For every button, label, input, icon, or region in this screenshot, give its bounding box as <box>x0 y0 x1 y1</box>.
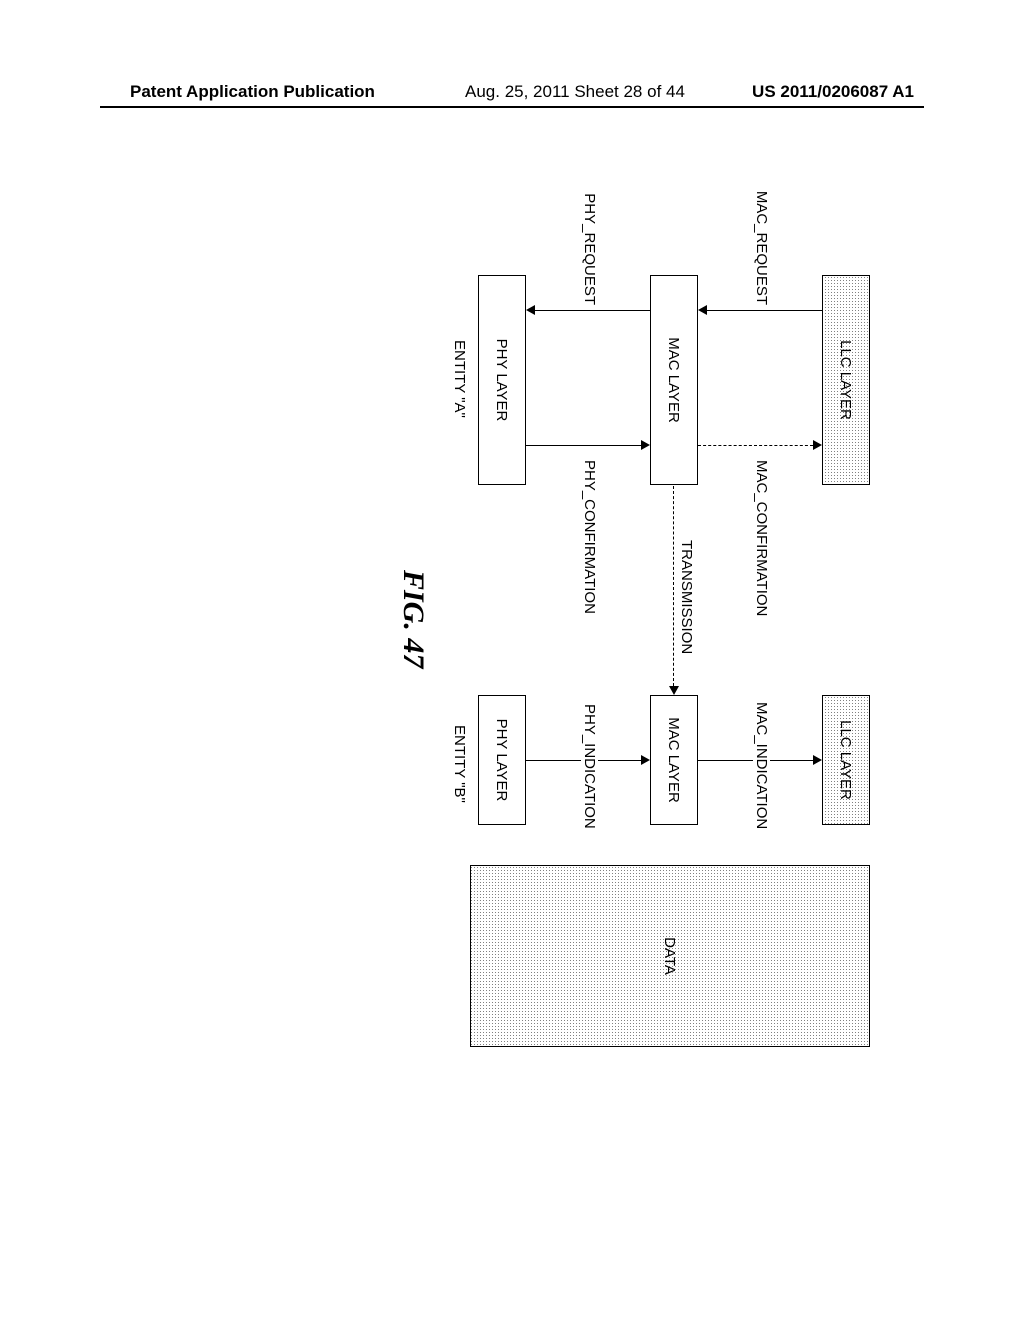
entity-b-llc-box: LLC LAYER <box>822 695 870 825</box>
a-mac-conf-label: MAC_CONFIRMATION <box>753 460 770 616</box>
entity-a-phy-box: PHY LAYER <box>478 275 526 485</box>
header-rule <box>100 106 924 108</box>
figure-47: LLC LAYER MAC LAYER PHY LAYER ENTITY "A"… <box>140 260 870 1060</box>
a-phy-req-arrow <box>526 305 535 315</box>
transmission-line <box>673 486 674 686</box>
entity-a-mac-box: MAC LAYER <box>650 275 698 485</box>
header-right: US 2011/0206087 A1 <box>752 82 914 102</box>
entity-a-llc-box: LLC LAYER <box>822 275 870 485</box>
a-mac-conf-arrow <box>813 440 822 450</box>
a-phy-req-label: PHY_REQUEST <box>581 165 598 305</box>
a-mac-req-label: MAC_REQUEST <box>753 165 770 305</box>
figure-caption: FIG. 47 <box>396 570 430 668</box>
data-label: DATA <box>662 937 679 975</box>
entity-a-phy-label: PHY LAYER <box>494 339 511 422</box>
a-mac-req-line <box>707 310 822 311</box>
entity-b-phy-box: PHY LAYER <box>478 695 526 825</box>
b-mac-ind-arrow <box>813 755 822 765</box>
entity-b-mac-box: MAC LAYER <box>650 695 698 825</box>
data-box: DATA <box>470 865 870 1047</box>
entity-b-llc-label: LLC LAYER <box>838 720 855 800</box>
entity-a-llc-label: LLC LAYER <box>838 340 855 420</box>
a-phy-conf-arrow <box>641 440 650 450</box>
a-mac-conf-line <box>698 445 813 446</box>
header-mid: Aug. 25, 2011 Sheet 28 of 44 <box>465 82 685 102</box>
page-header: Patent Application Publication Aug. 25, … <box>0 82 1024 102</box>
entity-b-mac-label: MAC LAYER <box>666 717 683 803</box>
a-phy-conf-label: PHY_CONFIRMATION <box>581 460 598 614</box>
entity-b-label: ENTITY "B" <box>451 725 468 803</box>
entity-a-mac-label: MAC LAYER <box>666 337 683 423</box>
transmission-arrowhead <box>669 686 679 695</box>
transmission-label: TRANSMISSION <box>678 540 695 654</box>
entity-a-label: ENTITY "A" <box>451 340 468 418</box>
a-phy-conf-line <box>526 445 641 446</box>
entity-b-phy-label: PHY LAYER <box>494 719 511 802</box>
figure-canvas: LLC LAYER MAC LAYER PHY LAYER ENTITY "A"… <box>140 260 870 1060</box>
header-left: Patent Application Publication <box>130 82 375 102</box>
a-phy-req-line <box>535 310 650 311</box>
b-phy-ind-arrow <box>641 755 650 765</box>
a-mac-req-arrow <box>698 305 707 315</box>
b-mac-ind-label: MAC_INDICATION <box>753 702 770 829</box>
b-phy-ind-label: PHY_INDICATION <box>581 704 598 829</box>
